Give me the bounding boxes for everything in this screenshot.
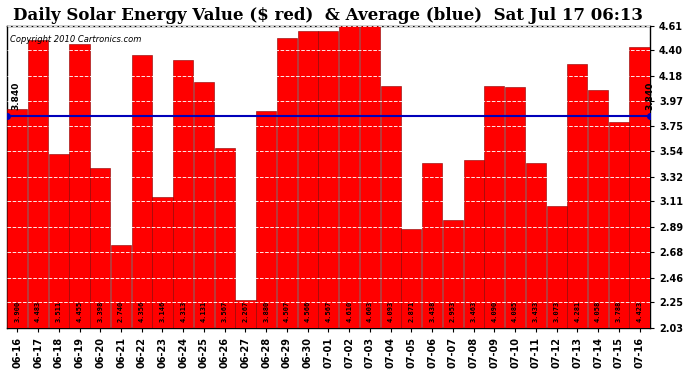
Bar: [28, 40, 48, 375]
Bar: [422, 163, 442, 375]
Bar: [381, 86, 401, 375]
Bar: [318, 30, 339, 375]
Bar: [111, 244, 131, 375]
Text: 4.603: 4.603: [367, 301, 373, 322]
Text: 2.267: 2.267: [242, 301, 248, 322]
Text: 2.740: 2.740: [118, 301, 124, 322]
Text: Copyright 2010 Cartronics.com: Copyright 2010 Cartronics.com: [10, 34, 141, 44]
Bar: [526, 164, 546, 375]
Bar: [360, 26, 380, 375]
Text: 4.085: 4.085: [512, 301, 518, 322]
Text: 4.131: 4.131: [201, 301, 207, 322]
Text: 4.483: 4.483: [35, 301, 41, 322]
Bar: [49, 154, 69, 375]
Text: 4.356: 4.356: [139, 301, 145, 322]
Text: 3.438: 3.438: [429, 301, 435, 322]
Text: 4.093: 4.093: [388, 301, 394, 322]
Text: 3.840: 3.840: [646, 81, 655, 110]
Text: 3.073: 3.073: [553, 301, 560, 322]
Text: 4.507: 4.507: [284, 301, 290, 322]
Bar: [256, 111, 276, 375]
Bar: [297, 31, 317, 375]
Text: 3.900: 3.900: [14, 301, 20, 322]
Text: 3.433: 3.433: [533, 301, 539, 322]
Text: 4.313: 4.313: [180, 301, 186, 322]
Text: 4.058: 4.058: [595, 301, 601, 322]
Bar: [173, 60, 193, 375]
Text: 3.463: 3.463: [471, 301, 477, 322]
Bar: [339, 26, 359, 375]
Text: 3.880: 3.880: [263, 301, 269, 322]
Text: 4.281: 4.281: [574, 301, 580, 322]
Text: 4.566: 4.566: [305, 301, 310, 322]
Title: Daily Solar Energy Value ($ red)  & Average (blue)  Sat Jul 17 06:13: Daily Solar Energy Value ($ red) & Avera…: [13, 7, 643, 24]
Text: 4.610: 4.610: [346, 301, 352, 322]
Bar: [629, 47, 649, 375]
Bar: [70, 44, 90, 375]
Text: 3.146: 3.146: [159, 301, 166, 322]
Text: 2.871: 2.871: [408, 301, 415, 322]
Text: 4.423: 4.423: [637, 301, 642, 322]
Bar: [235, 300, 255, 375]
Text: 4.567: 4.567: [326, 301, 331, 322]
Bar: [194, 82, 214, 375]
Bar: [277, 38, 297, 375]
Bar: [443, 220, 463, 375]
Text: 3.788: 3.788: [615, 301, 622, 322]
Bar: [609, 122, 629, 375]
Bar: [464, 160, 484, 375]
Bar: [215, 148, 235, 375]
Text: 4.090: 4.090: [491, 301, 497, 322]
Text: 3.398: 3.398: [97, 301, 104, 322]
Bar: [132, 55, 152, 375]
Bar: [484, 87, 504, 375]
Bar: [402, 230, 422, 375]
Text: 2.953: 2.953: [450, 301, 456, 322]
Text: 3.840: 3.840: [11, 81, 20, 110]
Bar: [546, 206, 566, 375]
Bar: [152, 197, 172, 375]
Bar: [567, 64, 587, 375]
Bar: [90, 168, 110, 375]
Text: 3.567: 3.567: [221, 301, 228, 322]
Bar: [588, 90, 608, 375]
Text: 3.511: 3.511: [56, 301, 62, 322]
Bar: [505, 87, 525, 375]
Bar: [8, 109, 28, 375]
Text: 4.455: 4.455: [77, 301, 83, 322]
